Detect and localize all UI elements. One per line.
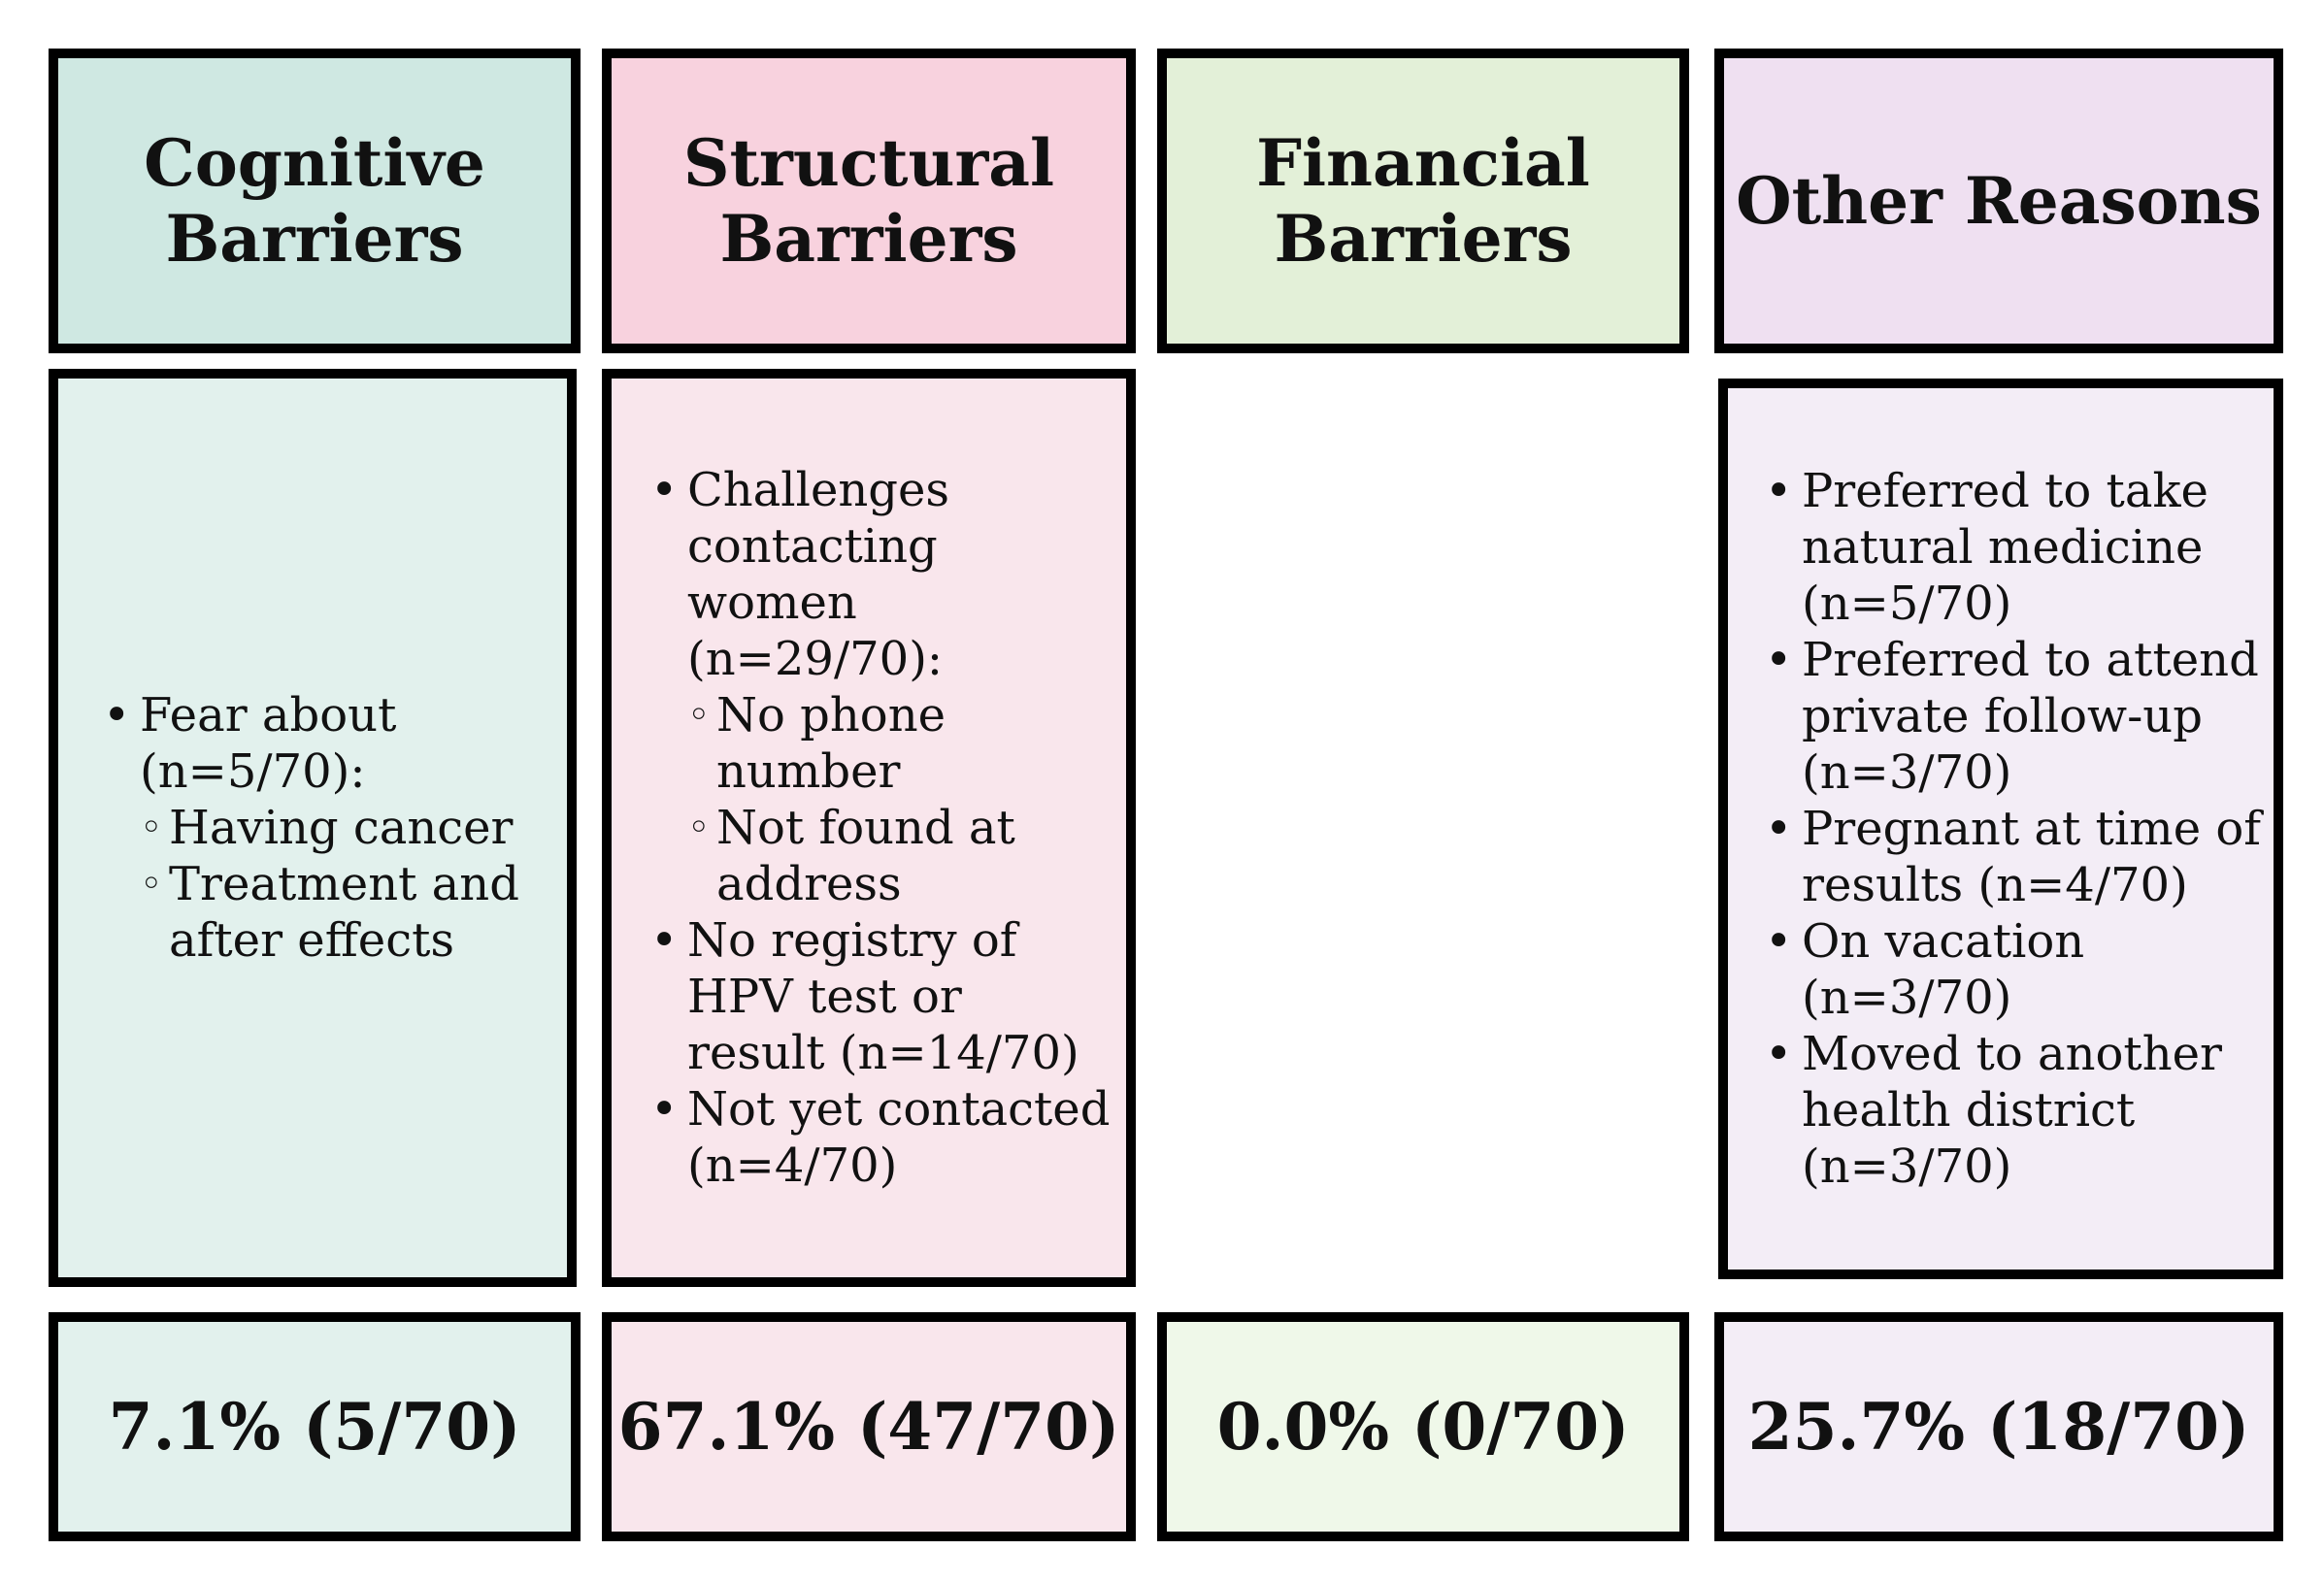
other-total: 25.7% (18/70) — [1748, 1389, 2250, 1465]
structural-total: 67.1% (47/70) — [618, 1389, 1120, 1465]
other-reasons-list: Preferred to take natural medicine (n=5/… — [1765, 463, 2264, 1195]
list-item: No registry of HPV test or result (n=14/… — [650, 912, 1112, 1081]
list-item: Pregnant at time of results (n=4/70) — [1765, 801, 2264, 913]
cognitive-reasons-box: Fear about (n=5/70): Having cancer Treat… — [49, 369, 577, 1287]
sub-list-item: Not found at address — [687, 800, 1112, 912]
other-header: Other Reasons — [1714, 49, 2283, 353]
list-item: Preferred to take natural medicine (n=5/… — [1765, 463, 2264, 632]
list-item: Preferred to attend private follow-up (n… — [1765, 632, 2264, 801]
cognitive-total-box: 7.1% (5/70) — [49, 1312, 581, 1541]
structural-reasons-box: Challenges contacting women (n=29/70): N… — [602, 369, 1136, 1287]
financial-total: 0.0% (0/70) — [1217, 1389, 1630, 1465]
structural-header: Structural Barriers — [602, 49, 1136, 353]
other-reasons-box: Preferred to take natural medicine (n=5/… — [1718, 379, 2283, 1279]
other-total-box: 25.7% (18/70) — [1714, 1312, 2283, 1541]
other-title: Other Reasons — [1736, 163, 2262, 239]
sub-list-item: Having cancer — [140, 800, 538, 856]
cognitive-title: Cognitive Barriers — [144, 125, 485, 277]
financial-total-box: 0.0% (0/70) — [1157, 1312, 1689, 1541]
sub-list: No phone number Not found at address — [687, 687, 1112, 912]
list-item: On vacation (n=3/70) — [1765, 913, 2264, 1026]
cognitive-header: Cognitive Barriers — [49, 49, 581, 353]
structural-reasons-list: Challenges contacting women (n=29/70): N… — [650, 462, 1112, 1194]
structural-title: Structural Barriers — [683, 125, 1054, 277]
list-item: Challenges contacting women (n=29/70): N… — [650, 462, 1112, 912]
list-item: Fear about (n=5/70): Having cancer Treat… — [103, 687, 538, 969]
cognitive-total: 7.1% (5/70) — [109, 1389, 521, 1465]
list-item: Moved to another health district (n=3/70… — [1765, 1026, 2264, 1195]
list-item: Not yet contacted (n=4/70) — [650, 1081, 1112, 1194]
sub-list-item: No phone number — [687, 687, 1112, 800]
sub-list: Having cancer Treatment and after effect… — [140, 800, 538, 969]
structural-total-box: 67.1% (47/70) — [602, 1312, 1136, 1541]
financial-header: Financial Barriers — [1157, 49, 1689, 353]
cognitive-reasons-list: Fear about (n=5/70): Having cancer Treat… — [103, 687, 538, 969]
sub-list-item: Treatment and after effects — [140, 856, 538, 969]
financial-title: Financial Barriers — [1256, 125, 1590, 277]
